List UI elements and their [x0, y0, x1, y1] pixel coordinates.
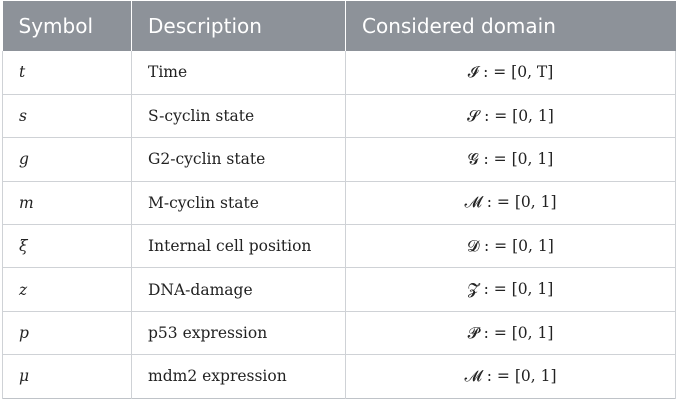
cell-domain: 𝓘 : = [0, T] [345, 51, 676, 95]
cell-domain: 𝓓 : = [0, 1] [345, 224, 676, 268]
table-header: Symbol Description Considered domain [2, 1, 676, 51]
cell-symbol: m [2, 181, 132, 225]
cell-symbol: μ [2, 354, 132, 399]
cell-description: M-cyclin state [131, 181, 346, 225]
cell-description: p53 expression [131, 311, 346, 355]
cell-symbol: ξ [2, 224, 132, 268]
table-row: ξ Internal cell position 𝓓 : = [0, 1] [2, 224, 676, 268]
header-row: Symbol Description Considered domain [2, 1, 676, 51]
cell-symbol: s [2, 94, 132, 138]
cell-symbol: z [2, 267, 132, 312]
table-row: μ mdm2 expression 𝓜 : = [0, 1] [2, 354, 676, 399]
cell-domain: 𝓜 : = [0, 1] [345, 354, 676, 399]
table-row: m M-cyclin state 𝓜 : = [0, 1] [2, 181, 676, 225]
cell-domain: 𝓟 : = [0, 1] [345, 311, 676, 355]
cell-domain: 𝓜 : = [0, 1] [345, 181, 676, 225]
cell-description: mdm2 expression [131, 354, 346, 399]
cell-symbol: p [2, 311, 132, 355]
header-symbol: Symbol [18, 14, 94, 38]
cell-domain: 𝓖 : = [0, 1] [345, 137, 676, 182]
cell-description: Internal cell position [131, 224, 346, 268]
header-description: Description [131, 1, 346, 51]
table-row: t Time 𝓘 : = [0, T] [2, 51, 676, 95]
cell-description: G2-cyclin state [131, 137, 346, 182]
cell-description: S-cyclin state [131, 94, 346, 138]
cell-description: Time [131, 51, 346, 95]
cell-description: DNA-damage [131, 267, 346, 312]
cell-domain: 𝓢 : = [0, 1] [345, 94, 676, 138]
table-row: s S-cyclin state 𝓢 : = [0, 1] [2, 94, 676, 138]
table-row: p p53 expression 𝓟 : = [0, 1] [2, 311, 676, 355]
table-body: t Time 𝓘 : = [0, T] s S-cyclin state 𝓢 :… [2, 51, 676, 399]
cell-symbol: t [2, 51, 132, 95]
table-row: z DNA-damage 𝓩 : = [0, 1] [2, 267, 676, 312]
cell-domain: 𝓩 : = [0, 1] [345, 267, 676, 312]
header-domain: Considered domain [345, 1, 676, 51]
table-row: g G2-cyclin state 𝓖 : = [0, 1] [2, 137, 676, 182]
cell-symbol: g [2, 137, 132, 182]
